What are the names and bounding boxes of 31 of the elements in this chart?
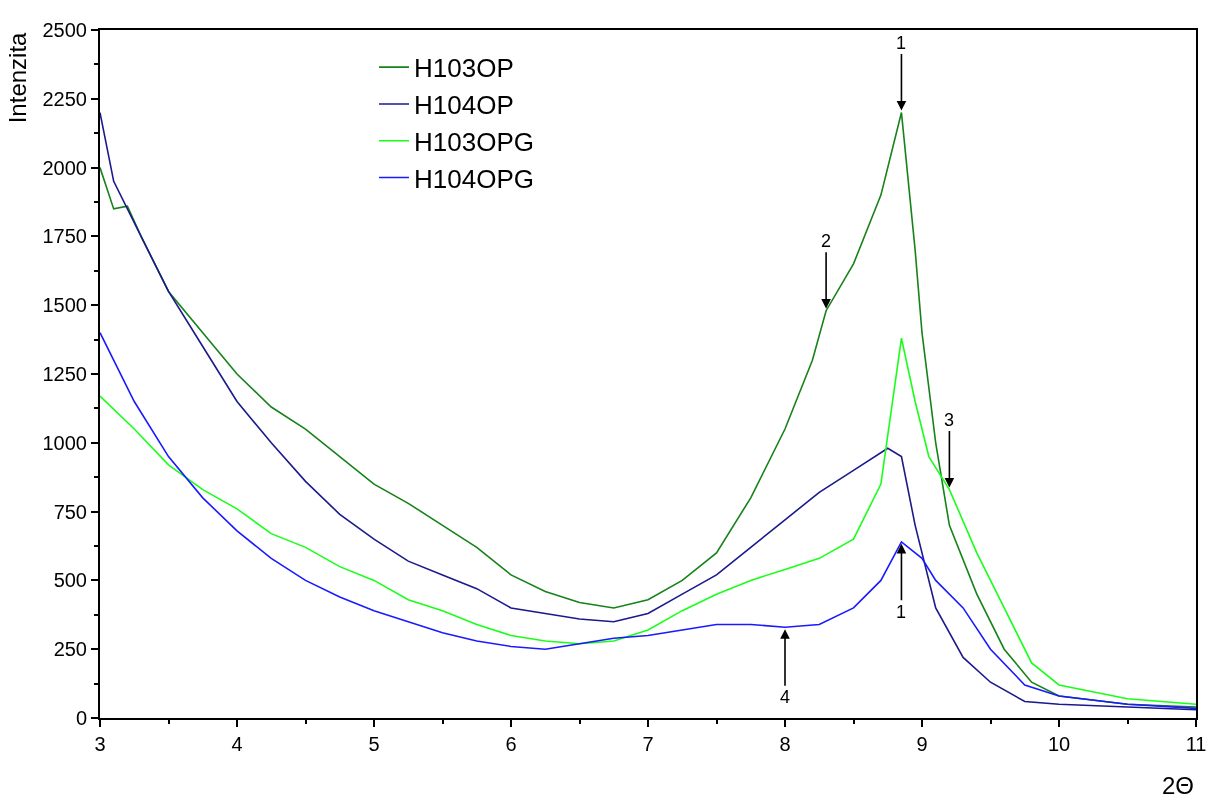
y-tick-label: 500 [53, 569, 87, 592]
legend-label: H103OPG [414, 126, 534, 157]
annotation: 3 [944, 410, 955, 430]
x-tick-label: 8 [779, 733, 791, 755]
annotation: 4 [780, 687, 791, 707]
y-tick-label: 2250 [42, 87, 87, 110]
y-tick-label: 750 [53, 500, 87, 523]
y-tick-label: 1250 [42, 363, 87, 385]
x-tick-label: 6 [505, 733, 517, 755]
x-tick-label: 11 [1185, 733, 1207, 755]
y-tick-label: 1500 [42, 294, 87, 317]
annotation: 2 [821, 231, 832, 251]
x-tick-label: 5 [368, 733, 380, 755]
y-tick-label: 1750 [42, 225, 87, 248]
x-tick-label: 9 [916, 733, 928, 755]
y-tick-label: 2500 [42, 19, 87, 41]
y-axis-title: Intenzita [4, 31, 32, 124]
legend-label: H104OPG [414, 163, 534, 194]
legend-label: H103OP [414, 53, 514, 84]
y-tick-label: 1000 [42, 431, 87, 454]
x-tick-label: 3 [94, 733, 106, 755]
legend-label: H104OP [414, 90, 514, 121]
y-tick-label: 250 [53, 638, 87, 661]
annotation: 1 [896, 602, 907, 622]
x-tick-label: 4 [231, 733, 243, 755]
annotation: 1 [896, 33, 907, 53]
x-axis-title: 2Θ [1162, 772, 1195, 799]
y-tick-label: 2000 [42, 156, 87, 179]
x-tick-label: 10 [1047, 733, 1071, 755]
x-tick-label: 7 [642, 733, 654, 755]
y-tick-label: 0 [75, 707, 87, 729]
